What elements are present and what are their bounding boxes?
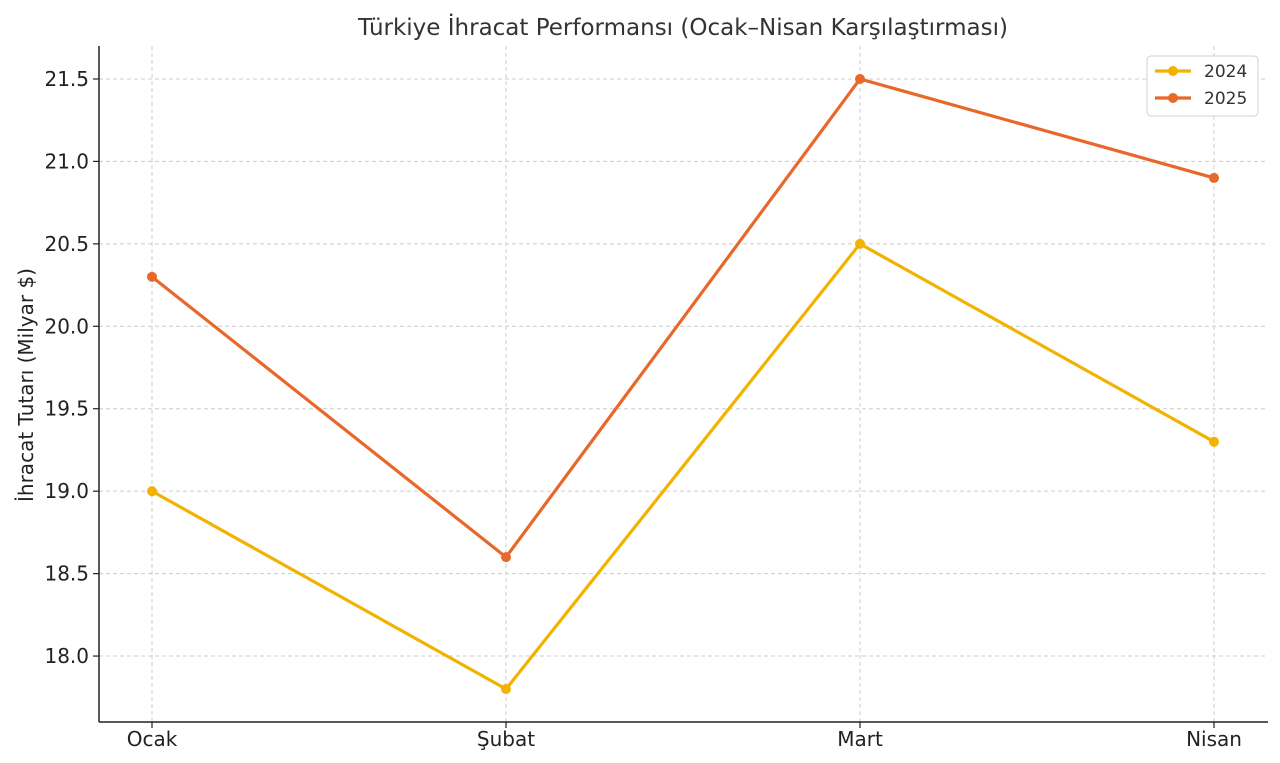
y-tick-label: 18.0 xyxy=(44,644,89,668)
chart-title: Türkiye İhracat Performansı (Ocak–Nisan … xyxy=(357,13,1008,41)
data-point-2025 xyxy=(147,271,157,282)
legend: 2024 2025 xyxy=(1146,55,1259,117)
y-tick-label: 19.0 xyxy=(44,479,89,503)
series-line-2025 xyxy=(150,77,1216,559)
data-point-2025 xyxy=(1209,172,1219,183)
legend-swatch-marker xyxy=(1168,66,1178,76)
data-point-2024 xyxy=(1209,436,1219,447)
y-tick-label: 21.0 xyxy=(44,149,89,173)
y-tick-label: 20.5 xyxy=(44,232,89,256)
legend-swatch-marker xyxy=(1168,93,1178,103)
series-2025 xyxy=(147,73,1219,563)
y-tick-label: 20.0 xyxy=(44,314,89,338)
series-line-2024 xyxy=(150,242,1216,691)
series-2024 xyxy=(147,238,1219,695)
y-tick-labels: 18.0 18.5 19.0 19.5 20.0 20.5 21.0 21.5 xyxy=(44,67,99,668)
axes xyxy=(98,46,1268,723)
y-tick-label: 19.5 xyxy=(44,397,89,421)
legend-items: 2024 2025 xyxy=(1155,62,1247,109)
data-point-2024 xyxy=(855,238,865,249)
x-tick-label: Nisan xyxy=(1186,727,1242,751)
legend-item-2025: 2025 xyxy=(1155,89,1247,109)
grid xyxy=(99,46,1268,722)
legend-label: 2025 xyxy=(1204,89,1247,109)
legend-item-2024: 2024 xyxy=(1155,62,1247,82)
x-tick-label: Şubat xyxy=(477,727,535,751)
y-axis-label: İhracat Tutarı (Milyar $) xyxy=(14,268,38,502)
y-tick-label: 18.5 xyxy=(44,562,89,586)
x-tick-label: Ocak xyxy=(127,727,178,751)
series xyxy=(147,73,1219,695)
y-tick-label: 21.5 xyxy=(44,67,89,91)
data-point-2024 xyxy=(501,684,511,695)
data-point-2024 xyxy=(147,486,157,497)
x-tick-labels: Ocak Şubat Mart Nisan xyxy=(127,722,1242,751)
data-point-2025 xyxy=(855,73,865,84)
legend-label: 2024 xyxy=(1204,62,1247,82)
x-tick-label: Mart xyxy=(837,727,883,751)
data-point-2025 xyxy=(501,552,511,563)
